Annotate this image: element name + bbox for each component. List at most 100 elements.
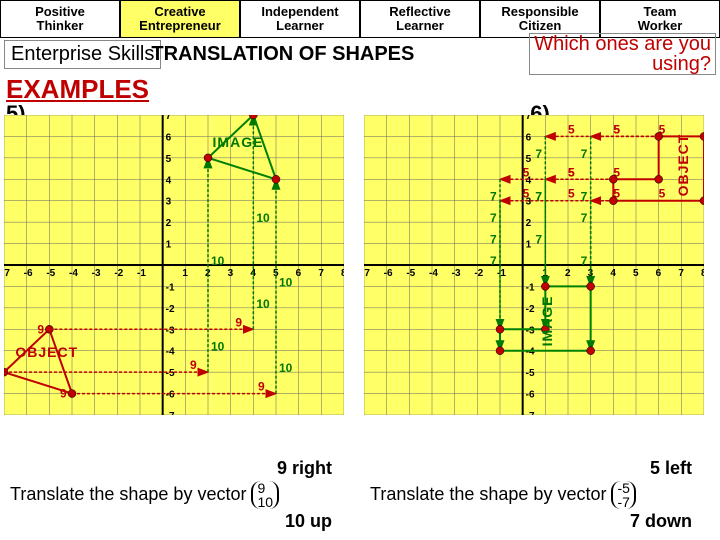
svg-text:2: 2 — [166, 218, 172, 229]
shift-right-label: 9 right — [10, 458, 332, 479]
translate-text-6: Translate the shape by vector — [370, 484, 606, 504]
svg-text:-2: -2 — [526, 304, 535, 315]
tab-positive[interactable]: PositiveThinker — [0, 0, 120, 38]
svg-text:-5: -5 — [526, 368, 535, 379]
svg-text:-3: -3 — [92, 268, 101, 279]
footer-6: 5 left Translate the shape by vector -5 … — [360, 456, 720, 534]
svg-text:2: 2 — [565, 268, 571, 279]
svg-text:-6: -6 — [526, 390, 535, 401]
footer-5: 9 right Translate the shape by vector 9 … — [0, 456, 360, 534]
svg-text:-2: -2 — [166, 304, 175, 315]
svg-text:1: 1 — [182, 268, 188, 279]
svg-text:7: 7 — [581, 190, 588, 204]
svg-text:7: 7 — [166, 115, 172, 122]
vec5-x: 9 — [257, 481, 273, 495]
svg-text:5: 5 — [166, 154, 172, 165]
svg-text:9: 9 — [60, 387, 67, 401]
svg-text:-2: -2 — [114, 268, 123, 279]
svg-text:-1: -1 — [166, 282, 175, 293]
footer: 9 right Translate the shape by vector 9 … — [0, 456, 720, 534]
svg-text:2: 2 — [526, 218, 532, 229]
svg-text:-4: -4 — [166, 347, 175, 358]
svg-text:7: 7 — [490, 190, 497, 204]
svg-text:6: 6 — [166, 132, 172, 143]
svg-text:-5: -5 — [166, 368, 175, 379]
svg-text:-6: -6 — [384, 268, 393, 279]
svg-text:5: 5 — [523, 187, 530, 201]
shift-up-label: 10 up — [10, 511, 332, 532]
svg-text:-4: -4 — [429, 268, 438, 279]
svg-text:9: 9 — [235, 315, 242, 329]
prompt-line2: using? — [534, 54, 711, 74]
svg-text:-5: -5 — [406, 268, 415, 279]
svg-text:10: 10 — [211, 254, 225, 268]
shift-left-label: 5 left — [370, 458, 692, 479]
svg-text:5: 5 — [633, 268, 639, 279]
problem-5: 5) -7-6-5-4-3-2-112345678-7-6-5-4-3-2-11… — [0, 107, 360, 417]
svg-text:3: 3 — [228, 268, 234, 279]
svg-text:7: 7 — [490, 233, 497, 247]
prompt-line1: Which ones are you — [534, 34, 711, 54]
svg-text:-3: -3 — [166, 325, 175, 336]
svg-text:-3: -3 — [452, 268, 461, 279]
svg-text:-4: -4 — [526, 347, 535, 358]
svg-text:OBJECT: OBJECT — [675, 134, 691, 197]
vector-6: -5 -7 — [611, 481, 635, 509]
svg-text:1: 1 — [166, 240, 172, 251]
header-row: Enterprise Skills TRANSLATION OF SHAPES … — [0, 38, 720, 70]
problem-6: 6) -7-6-5-4-3-2-112345678-7-6-5-4-3-2-11… — [360, 107, 720, 417]
svg-text:5: 5 — [568, 187, 575, 201]
page-title: TRANSLATION OF SHAPES — [151, 43, 414, 66]
svg-text:10: 10 — [279, 361, 293, 375]
svg-text:-1: -1 — [497, 268, 506, 279]
svg-text:7: 7 — [526, 115, 532, 122]
svg-text:-7: -7 — [166, 411, 175, 415]
svg-text:4: 4 — [166, 175, 172, 186]
translate-text-5: Translate the shape by vector — [10, 484, 246, 504]
svg-text:7: 7 — [535, 190, 542, 204]
svg-text:10: 10 — [256, 211, 270, 225]
svg-text:7: 7 — [678, 268, 684, 279]
shift-down-label: 7 down — [370, 511, 692, 532]
svg-text:7: 7 — [535, 233, 542, 247]
svg-text:5: 5 — [613, 122, 620, 136]
prompt-question: Which ones are you using? — [529, 33, 716, 75]
tab-reflective[interactable]: ReflectiveLearner — [360, 0, 480, 38]
svg-text:8: 8 — [341, 268, 344, 279]
vec6-x: -5 — [617, 481, 629, 495]
svg-text:4: 4 — [610, 268, 616, 279]
svg-text:7: 7 — [535, 147, 542, 161]
svg-text:5: 5 — [568, 122, 575, 136]
svg-text:1: 1 — [526, 240, 532, 251]
svg-text:-4: -4 — [69, 268, 78, 279]
svg-text:-2: -2 — [474, 268, 483, 279]
svg-text:9: 9 — [258, 380, 265, 394]
svg-text:7: 7 — [581, 254, 588, 268]
grids-row: 5) -7-6-5-4-3-2-112345678-7-6-5-4-3-2-11… — [0, 107, 720, 417]
grid-6: -7-6-5-4-3-2-112345678-7-6-5-4-3-2-11234… — [364, 115, 704, 415]
grid-5: -7-6-5-4-3-2-112345678-7-6-5-4-3-2-11234… — [4, 115, 344, 415]
svg-text:IMAGE: IMAGE — [539, 296, 555, 347]
svg-text:7: 7 — [490, 211, 497, 225]
svg-text:-5: -5 — [46, 268, 55, 279]
svg-text:7: 7 — [318, 268, 324, 279]
svg-text:-6: -6 — [166, 390, 175, 401]
svg-text:-3: -3 — [526, 325, 535, 336]
svg-text:IMAGE: IMAGE — [213, 134, 264, 150]
svg-text:-7: -7 — [364, 268, 370, 279]
svg-text:10: 10 — [256, 297, 270, 311]
svg-text:5: 5 — [568, 165, 575, 179]
svg-text:-7: -7 — [4, 268, 10, 279]
svg-text:-6: -6 — [24, 268, 33, 279]
tab-creative[interactable]: CreativeEntrepreneur — [120, 0, 240, 38]
tab-independent[interactable]: IndependentLearner — [240, 0, 360, 38]
svg-text:OBJECT: OBJECT — [15, 344, 78, 360]
svg-text:10: 10 — [211, 340, 225, 354]
svg-text:-1: -1 — [526, 282, 535, 293]
svg-text:10: 10 — [279, 275, 293, 289]
svg-text:3: 3 — [166, 197, 172, 208]
svg-text:5: 5 — [659, 187, 666, 201]
svg-text:9: 9 — [190, 358, 197, 372]
svg-text:7: 7 — [490, 254, 497, 268]
svg-text:-7: -7 — [526, 411, 535, 415]
